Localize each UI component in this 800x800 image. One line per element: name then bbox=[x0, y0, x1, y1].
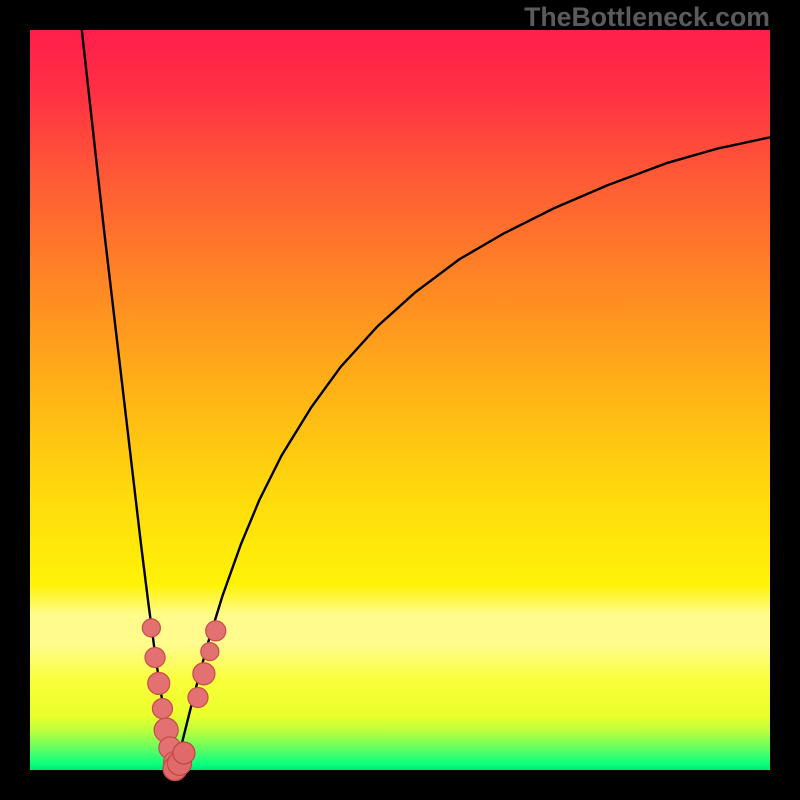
data-marker bbox=[173, 742, 195, 764]
data-marker bbox=[148, 672, 170, 694]
watermark-text: TheBottleneck.com bbox=[524, 2, 770, 33]
data-marker bbox=[152, 699, 172, 719]
data-marker bbox=[193, 663, 215, 685]
data-marker bbox=[142, 619, 160, 637]
curve-overlay bbox=[30, 30, 770, 770]
chart-stage: TheBottleneck.com bbox=[0, 0, 800, 800]
data-marker bbox=[145, 648, 165, 668]
right-rise-curve bbox=[175, 137, 770, 770]
data-marker bbox=[201, 643, 219, 661]
data-marker bbox=[188, 687, 208, 707]
plot-area bbox=[30, 30, 770, 770]
data-marker bbox=[206, 621, 226, 641]
marker-cluster-right bbox=[188, 621, 226, 708]
